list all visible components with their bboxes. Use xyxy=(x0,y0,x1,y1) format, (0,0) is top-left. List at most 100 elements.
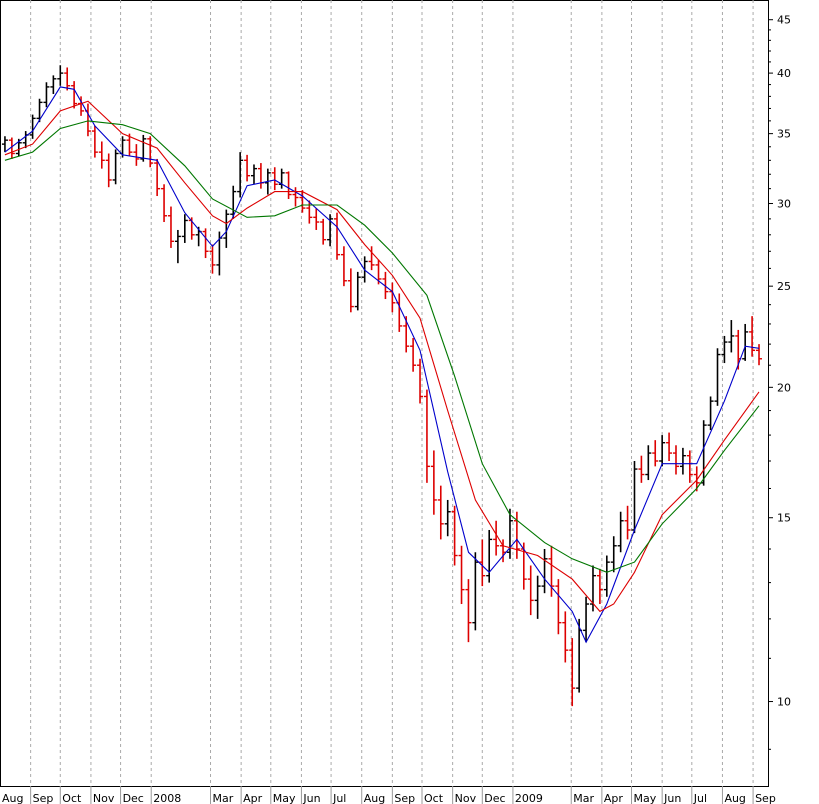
price-bar xyxy=(181,214,188,243)
price-bar xyxy=(534,575,541,619)
price-bar xyxy=(652,440,659,467)
price-bar xyxy=(444,499,451,537)
moving-average-line-3 xyxy=(4,120,760,573)
price-bar xyxy=(140,134,147,162)
price-bar xyxy=(368,246,375,271)
price-bar xyxy=(223,209,230,248)
price-bar xyxy=(57,65,64,86)
price-bar xyxy=(548,545,555,597)
price-bar xyxy=(347,268,354,313)
x-tick-label: Nov xyxy=(455,792,477,804)
price-bar xyxy=(126,133,133,157)
price-bar xyxy=(555,579,562,635)
price-bar xyxy=(465,579,472,643)
price-bar xyxy=(451,505,458,566)
price-bar xyxy=(693,466,700,492)
price-bar xyxy=(313,208,320,230)
x-tick-label: Jun xyxy=(302,792,320,804)
price-bar xyxy=(472,552,479,631)
price-bar xyxy=(174,229,181,264)
price-bar xyxy=(209,244,216,274)
price-bar xyxy=(98,141,105,169)
moving-average-line-1 xyxy=(4,86,760,644)
price-bar xyxy=(638,455,645,483)
price-bar xyxy=(354,271,361,311)
x-tick-label: Apr xyxy=(243,792,263,804)
x-tick-label: Mar xyxy=(573,792,594,804)
x-tick-label: Oct xyxy=(424,792,444,804)
price-bar xyxy=(43,82,50,108)
price-bar xyxy=(327,214,334,247)
price-bar xyxy=(299,190,306,213)
price-bar xyxy=(230,185,237,219)
x-tick-label: Dec xyxy=(123,792,144,804)
x-tick-label: Sep xyxy=(394,792,415,804)
price-bar xyxy=(64,67,71,91)
price-bar xyxy=(562,611,569,663)
x-tick-label: Jun xyxy=(663,792,681,804)
price-bar xyxy=(659,435,666,467)
price-bar xyxy=(569,638,576,707)
y-tick-label: 25 xyxy=(777,280,791,293)
y-tick-label: 10 xyxy=(777,696,791,709)
price-bar xyxy=(167,206,174,248)
price-bar xyxy=(707,396,714,431)
y-tick-label: 35 xyxy=(777,128,791,141)
price-bar xyxy=(679,447,686,475)
price-bar xyxy=(271,167,278,191)
y-tick-label: 40 xyxy=(777,67,791,80)
price-bar xyxy=(292,187,299,207)
y-tick-label: 20 xyxy=(777,381,791,394)
price-bar xyxy=(479,539,486,587)
price-bar xyxy=(154,158,161,197)
price-bar xyxy=(756,344,763,366)
grid-lines xyxy=(30,0,754,786)
price-bar xyxy=(583,596,590,643)
price-bar xyxy=(36,98,43,123)
price-bar xyxy=(202,228,209,259)
price-bar xyxy=(71,81,78,109)
x-tick-label: Jul xyxy=(693,792,707,804)
price-bar xyxy=(527,565,534,616)
price-bar xyxy=(417,358,424,404)
y-tick-label: 15 xyxy=(777,512,791,525)
x-tick-label: Oct xyxy=(62,792,82,804)
x-tick-label: 2008 xyxy=(153,792,181,804)
price-bar xyxy=(749,316,756,357)
price-bar xyxy=(603,555,610,597)
price-bar xyxy=(91,125,98,158)
x-tick-label: May xyxy=(273,792,296,804)
price-bar xyxy=(112,149,119,185)
price-bar xyxy=(1,136,8,153)
price-bar xyxy=(742,323,749,361)
x-tick-label: 2009 xyxy=(515,792,543,804)
x-tick-label: May xyxy=(634,792,657,804)
price-bar xyxy=(250,164,257,185)
x-tick-label: Apr xyxy=(604,792,624,804)
price-bar xyxy=(8,137,15,159)
price-bar xyxy=(596,568,603,605)
price-bar xyxy=(617,511,624,553)
price-bar xyxy=(458,545,465,605)
price-bars xyxy=(1,65,763,707)
price-bar xyxy=(721,335,728,364)
price-bar xyxy=(728,320,735,353)
x-tick-label: Nov xyxy=(93,792,115,804)
price-bar xyxy=(306,200,313,224)
price-bar xyxy=(686,450,693,483)
price-bar xyxy=(320,218,327,245)
price-bar xyxy=(105,153,112,188)
y-axis: 10 15 20 25 30 35 40 45 xyxy=(768,14,791,750)
price-bar xyxy=(334,212,341,260)
x-tick-label: Mar xyxy=(213,792,234,804)
x-tick-label: Dec xyxy=(484,792,505,804)
price-bar xyxy=(29,114,36,139)
price-bar xyxy=(624,505,631,540)
x-tick-label: Aug xyxy=(2,792,23,804)
moving-average-lines xyxy=(4,86,760,644)
price-bar xyxy=(541,549,548,594)
price-bar xyxy=(133,144,140,166)
moving-average-line-2 xyxy=(4,100,760,613)
price-bar xyxy=(672,445,679,475)
